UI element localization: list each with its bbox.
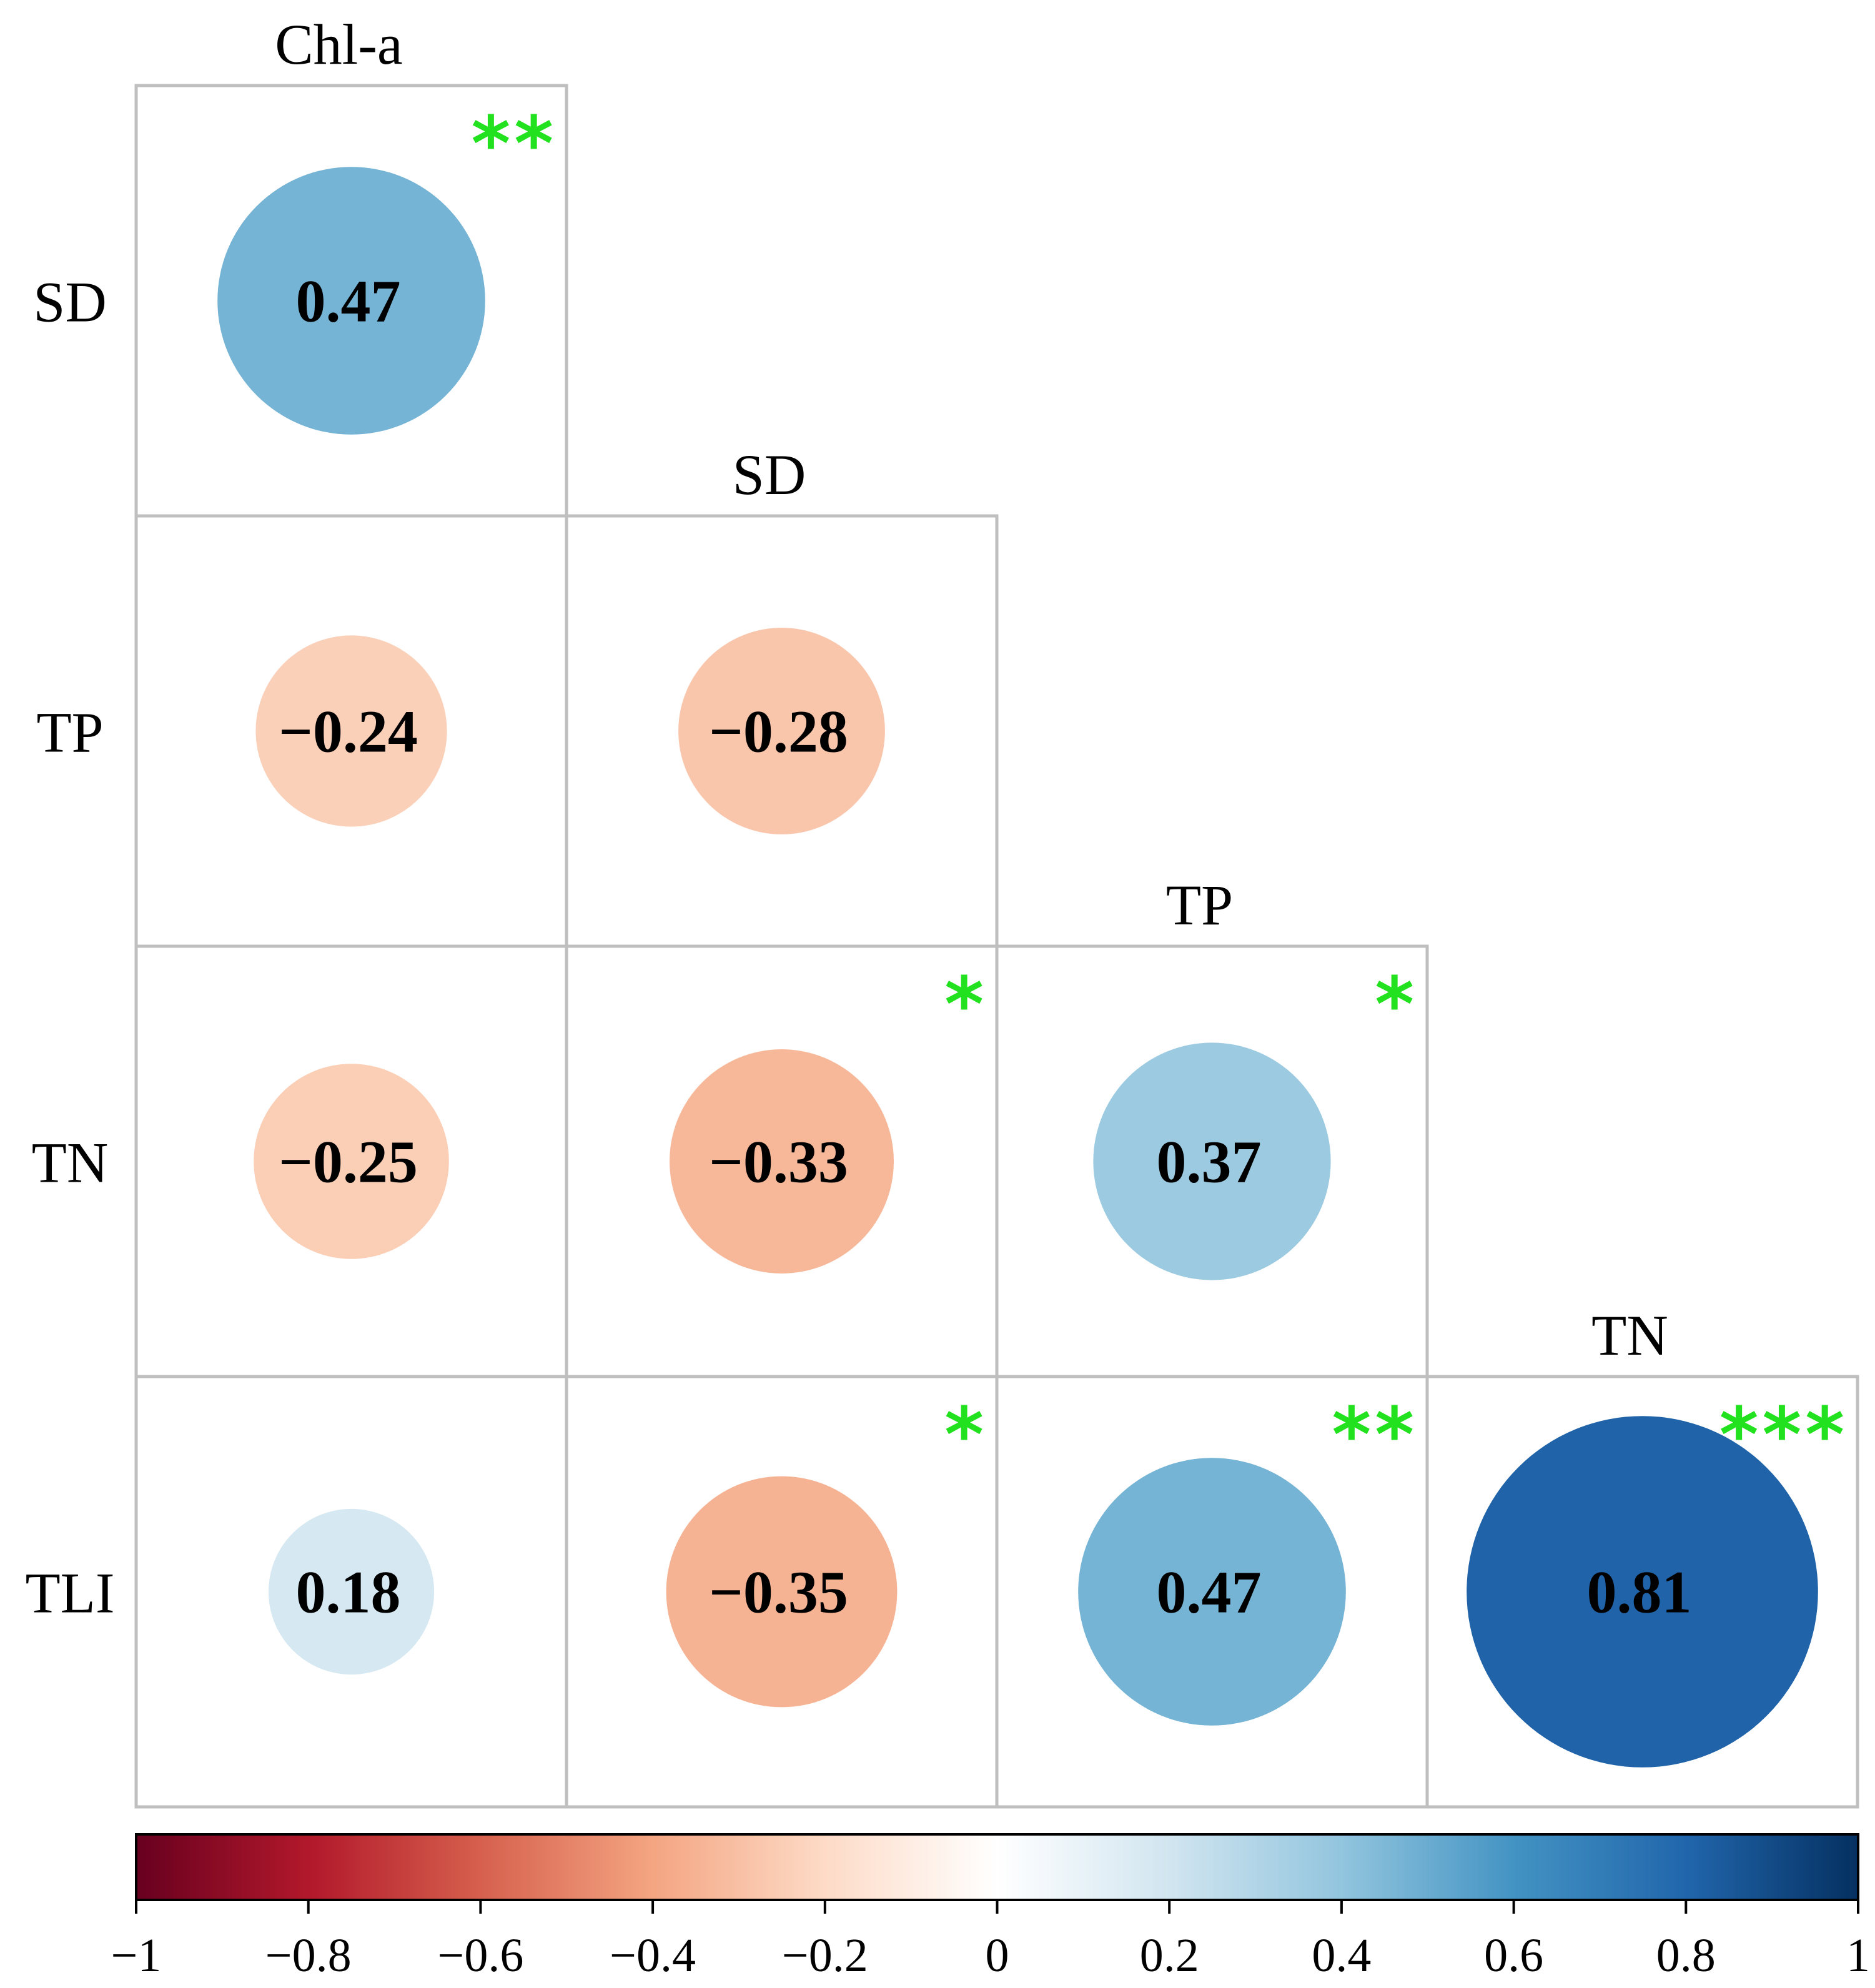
colorbar-tick-label: 0.4	[1312, 1929, 1371, 1982]
significance-marker: *	[1375, 962, 1418, 1049]
column-headers: Chl-a SD TP TN	[275, 12, 1668, 1367]
column-header-tn: TN	[1591, 1303, 1668, 1367]
significance-marker: *	[944, 962, 987, 1049]
cell-tli-sd: −0.35 *	[565, 1375, 999, 1809]
colorbar-tick-label: −1	[111, 1929, 162, 1982]
cell-tn-tp: 0.37 *	[995, 944, 1429, 1378]
correlation-value: −0.24	[279, 698, 418, 765]
correlation-circle	[670, 1049, 894, 1273]
significance-marker: **	[1332, 1392, 1418, 1479]
correlation-value: 0.37	[1157, 1129, 1262, 1195]
correlation-value: 0.18	[296, 1559, 401, 1626]
colorbar-tick-label: 1	[1846, 1929, 1870, 1982]
column-header-tp: TP	[1166, 873, 1233, 937]
significance-marker: *	[944, 1392, 987, 1479]
significance-marker: **	[471, 101, 557, 188]
colorbar: −1 −0.8 −0.6 −0.4 −0.2 0 0.2 0.4 0.6 0.8 1	[111, 1833, 1870, 1982]
correlation-circle	[254, 1064, 449, 1259]
row-label-sd: SD	[33, 270, 107, 334]
colorbar-tick-label: 0.8	[1656, 1929, 1716, 1982]
correlation-value: −0.33	[709, 1129, 848, 1195]
colorbar-tick-label: −0.8	[265, 1929, 352, 1982]
correlation-value: −0.35	[709, 1559, 848, 1626]
cell-tli-tn: 0.81 ***	[1425, 1375, 1859, 1809]
colorbar-tick-label: −0.2	[782, 1929, 868, 1982]
correlation-circle	[1467, 1416, 1818, 1768]
cell-tn-chl-a: −0.25	[134, 944, 568, 1378]
row-label-tli: TLI	[25, 1561, 114, 1625]
correlation-circle	[1093, 1042, 1331, 1280]
colorbar-tick-label: −0.6	[437, 1929, 523, 1982]
correlation-value: 0.47	[1157, 1559, 1262, 1626]
colorbar-tick-label: 0	[986, 1929, 1009, 1982]
row-label-tp: TP	[36, 701, 103, 764]
colorbar-gradient	[135, 1833, 1859, 1901]
correlation-circle	[217, 167, 485, 435]
cell-tli-chl-a: 0.18	[134, 1375, 568, 1809]
cell-border	[1425, 1375, 1859, 1809]
cell-tli-tp: 0.47 **	[995, 1375, 1429, 1809]
correlation-circle	[268, 1508, 435, 1675]
cell-sd-chl-a: 0.47 **	[134, 84, 568, 518]
correlation-circle	[1078, 1458, 1346, 1726]
matrix-cells: 0.47 ** −0.24 −0.28 −0.25 −0.33 * 0.37 * 0.18 −0.3…	[134, 84, 1859, 1809]
significance-marker: ***	[1719, 1392, 1848, 1479]
correlation-value: −0.28	[709, 698, 848, 765]
column-header-sd: SD	[733, 443, 806, 507]
colorbar-tick-label: 0.2	[1140, 1929, 1199, 1982]
correlation-circle	[255, 635, 447, 827]
row-labels: SD TP TN TLI	[25, 270, 114, 1625]
cell-tp-sd: −0.28	[565, 514, 999, 948]
correlation-value: −0.25	[279, 1129, 418, 1195]
correlation-circle	[678, 628, 885, 834]
correlation-value: 0.81	[1587, 1559, 1692, 1626]
cell-tp-chl-a: −0.24	[134, 514, 568, 948]
correlation-value: 0.47	[296, 268, 401, 335]
colorbar-tick-label: −0.4	[610, 1929, 696, 1982]
colorbar-tick-label: 0.6	[1484, 1929, 1543, 1982]
correlation-circle	[666, 1476, 898, 1708]
row-label-tn: TN	[32, 1131, 109, 1195]
column-header-chl-a: Chl-a	[275, 12, 402, 76]
cell-tn-sd: −0.33 *	[565, 944, 999, 1378]
